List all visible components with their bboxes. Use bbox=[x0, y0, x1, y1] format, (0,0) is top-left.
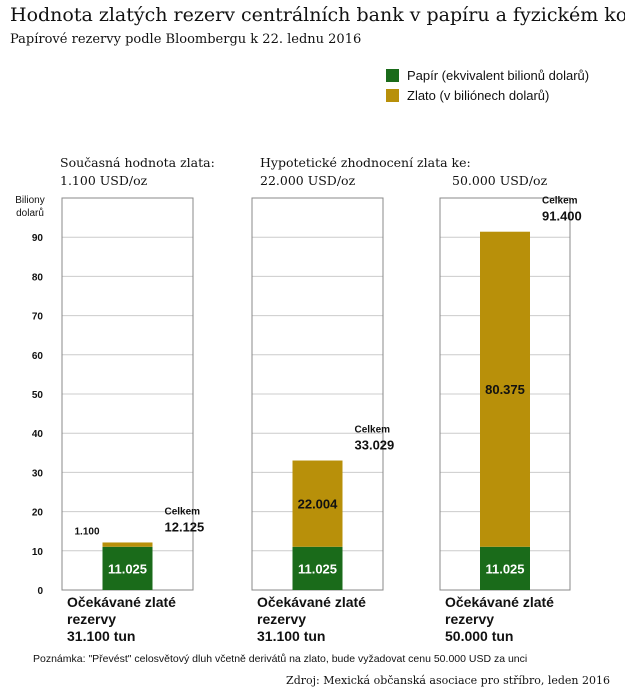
y-tick-label: 60 bbox=[32, 351, 44, 362]
total-value-label: 91.400 bbox=[542, 209, 582, 224]
y-tick-label: 10 bbox=[32, 547, 44, 558]
data-label-gold: 80.375 bbox=[485, 382, 525, 397]
bar-paper bbox=[102, 546, 153, 590]
data-label-paper: 11.025 bbox=[485, 561, 524, 576]
y-tick-label: 40 bbox=[32, 429, 44, 440]
total-caption: Celkem bbox=[542, 196, 578, 207]
chart-title: Hodnota zlatých rezerv centrálních bank … bbox=[10, 4, 625, 26]
y-tick-label: 80 bbox=[32, 272, 44, 283]
data-label-paper: 11.025 bbox=[298, 561, 337, 576]
panel-footer: Očekávané zlaté bbox=[257, 594, 366, 610]
legend-label-gold: Zlato (v biliónech dolarů) bbox=[407, 88, 550, 103]
y-tick-label: 50 bbox=[32, 390, 44, 401]
y-axis-label: dolarů bbox=[16, 207, 44, 219]
bar-gold bbox=[102, 542, 153, 547]
panel-footer: Očekávané zlaté bbox=[445, 594, 554, 610]
legend-label-paper: Papír (ekvivalent bilionů dolarů) bbox=[407, 68, 590, 83]
panel-footer: rezervy bbox=[67, 611, 116, 627]
legend-item-paper: Papír (ekvivalent bilionů dolarů) bbox=[386, 68, 589, 83]
y-tick-label: 20 bbox=[32, 508, 44, 519]
y-tick-label: 70 bbox=[32, 312, 44, 323]
total-value-label: 12.125 bbox=[165, 519, 205, 534]
panel-footer: rezervy bbox=[257, 611, 306, 627]
bar-gold bbox=[292, 460, 343, 547]
panel-footer: 31.100 tun bbox=[257, 628, 325, 644]
panel-footer: Očekávané zlaté bbox=[67, 594, 176, 610]
panel-header: 1.100 USD/oz bbox=[60, 173, 148, 188]
total-value-label: 33.029 bbox=[355, 438, 395, 453]
bar-paper bbox=[292, 546, 343, 590]
chart-note: Poznámka: "Převést" celosvětový dluh vče… bbox=[33, 653, 527, 665]
panel-header: Hypotetické zhodnocení zlata ke: bbox=[260, 155, 471, 170]
total-caption: Celkem bbox=[165, 506, 201, 517]
data-label-paper: 11.025 bbox=[108, 561, 147, 576]
panel-footer: rezervy bbox=[445, 611, 494, 627]
data-label-gold: 1.100 bbox=[75, 526, 100, 537]
panel-header: 22.000 USD/oz bbox=[260, 173, 356, 188]
panel-header: Současná hodnota zlata: bbox=[60, 155, 215, 170]
bar-gold bbox=[480, 231, 530, 547]
data-label-gold: 22.004 bbox=[298, 497, 339, 512]
panel-header: 50.000 USD/oz bbox=[452, 173, 548, 188]
bar-paper bbox=[480, 546, 530, 590]
panel-footer: 31.100 tun bbox=[67, 628, 135, 644]
y-axis-label: Biliony bbox=[15, 195, 44, 206]
chart-source: Zdroj: Mexická občanská asociace pro stř… bbox=[286, 674, 610, 687]
legend-item-gold: Zlato (v biliónech dolarů) bbox=[386, 88, 549, 103]
y-tick-label: 0 bbox=[37, 586, 43, 597]
panel-footer: 50.000 tun bbox=[445, 628, 513, 644]
y-tick-label: 30 bbox=[32, 468, 44, 479]
legend-swatch-gold bbox=[386, 89, 399, 102]
total-caption: Celkem bbox=[355, 425, 391, 436]
y-tick-label: 90 bbox=[32, 233, 44, 244]
legend-swatch-paper bbox=[386, 69, 399, 82]
chart-subtitle: Papírové rezervy podle Bloombergu k 22. … bbox=[10, 32, 362, 47]
